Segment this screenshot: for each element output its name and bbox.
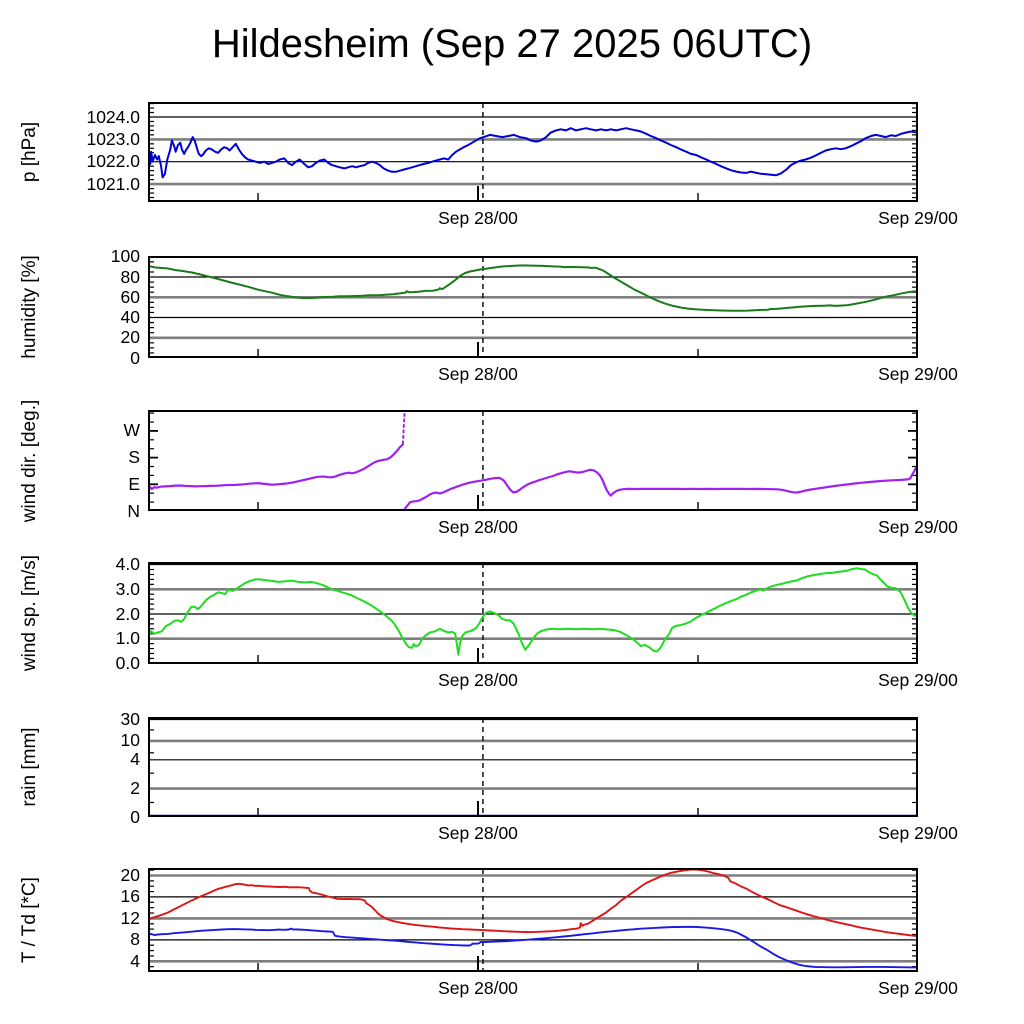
y-axis-title-wind_dir: wind dir. [deg.] <box>19 399 40 522</box>
panel-wind_speed <box>148 562 918 664</box>
x-axis-label: Sep 28/00 <box>438 978 518 998</box>
y-axis-title-humidity: humidity [%] <box>19 255 40 359</box>
y-tick-label: 0 <box>130 806 140 827</box>
chart-title: Hildesheim (Sep 27 2025 06UTC) <box>211 22 813 66</box>
y-tick-label: 4 <box>130 749 140 770</box>
y-tick-label: 20 <box>120 327 140 348</box>
series-wind_direction_deg_seg1 <box>148 443 404 492</box>
panel-rain <box>148 717 918 817</box>
x-axis-label: Sep 28/00 <box>438 208 518 228</box>
y-tick-label: 0.0 <box>115 652 140 673</box>
x-axis-label: Sep 29/00 <box>878 517 958 537</box>
y-tick-label: E <box>128 473 140 494</box>
y-tick-label: 1024.0 <box>86 106 140 127</box>
series-wind_speed_ms <box>148 567 918 656</box>
y-tick-label: 60 <box>120 286 140 307</box>
y-tick-label: 0 <box>130 347 140 368</box>
panel-frame <box>148 102 918 202</box>
y-axis-title-wind_speed: wind sp. [m/s] <box>19 554 40 672</box>
panel-wind_dir <box>148 410 918 511</box>
panel-frame <box>148 868 918 972</box>
panel-humidity <box>148 256 918 358</box>
y-tick-label: 20 <box>120 864 140 885</box>
y-tick-label: S <box>128 447 140 468</box>
y-tick-label: 12 <box>120 907 140 928</box>
y-tick-label: 100 <box>110 246 140 267</box>
panel-frame <box>148 717 918 817</box>
x-axis-label: Sep 29/00 <box>878 670 958 690</box>
y-tick-label: 2.0 <box>115 603 140 624</box>
panel-frame <box>148 256 918 358</box>
x-axis-label: Sep 28/00 <box>438 364 518 384</box>
y-tick-label: 1021.0 <box>86 173 140 194</box>
y-tick-label: 1022.0 <box>86 151 140 172</box>
y-tick-label: 2 <box>130 778 140 799</box>
y-tick-label: 3.0 <box>115 578 140 599</box>
x-axis-label: Sep 28/00 <box>438 670 518 690</box>
series-wind_direction_deg_seg2 <box>403 463 918 511</box>
y-axis-title-pressure: p [hPa] <box>19 121 40 183</box>
y-tick-label: N <box>127 500 140 521</box>
y-tick-label: 1023.0 <box>86 128 140 149</box>
panel-frame <box>148 562 918 664</box>
panel-frame <box>148 410 918 511</box>
series-wind_direction_wrap_dotted <box>401 410 406 445</box>
y-axis-title-temperature: T / Td [*C] <box>19 877 40 963</box>
series-relative_humidity_pct <box>148 264 918 312</box>
y-tick-label: W <box>123 420 140 441</box>
x-axis-label: Sep 29/00 <box>878 364 958 384</box>
y-tick-label: 80 <box>120 266 140 287</box>
x-axis-label: Sep 28/00 <box>438 823 518 843</box>
x-axis-label: Sep 29/00 <box>878 208 958 228</box>
panel-temperature <box>148 868 918 972</box>
panel-pressure <box>148 102 918 202</box>
series-pressure_hPa <box>148 127 918 179</box>
y-tick-label: 8 <box>130 929 140 950</box>
y-tick-label: 16 <box>120 886 140 907</box>
y-tick-label: 1.0 <box>115 628 140 649</box>
x-axis-label: Sep 29/00 <box>878 978 958 998</box>
y-tick-label: 10 <box>120 730 140 751</box>
y-tick-label: 4 <box>130 950 140 971</box>
y-tick-label: 30 <box>120 709 140 729</box>
series-dewpoint_C <box>148 925 918 969</box>
x-axis-label: Sep 28/00 <box>438 517 518 537</box>
x-axis-label: Sep 29/00 <box>878 823 958 843</box>
y-axis-title-rain: rain [mm] <box>19 727 40 807</box>
series-temperature_C <box>148 868 918 938</box>
y-tick-label: 4.0 <box>115 554 140 575</box>
y-tick-label: 40 <box>120 307 140 327</box>
